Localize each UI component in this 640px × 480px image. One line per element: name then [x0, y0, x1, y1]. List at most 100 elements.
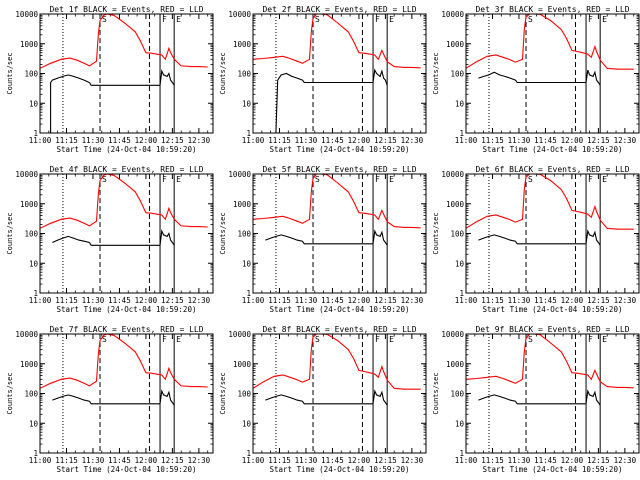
y-axis-label: Counts/sec — [219, 52, 227, 94]
marker-label: S — [102, 15, 107, 24]
series-events-line — [265, 229, 388, 246]
x-axis-label: Start Time (24-Oct-04 10:59:20) — [483, 305, 623, 314]
y-axis-label: Counts/sec — [6, 212, 14, 254]
plot-frame — [39, 333, 214, 454]
x-tick-label: 12:15 — [587, 136, 610, 145]
y-tick-label: 1000 — [233, 200, 252, 209]
y-tick-label: 100 — [450, 70, 464, 79]
panel-title: Det 4f BLACK = Events, RED = LLD — [49, 165, 203, 174]
series-events-line — [275, 68, 388, 133]
x-tick-label: 11:15 — [481, 456, 504, 465]
y-tick-label: 10 — [455, 419, 465, 428]
panel-det-8: Det 8f BLACK = Events, RED = LLD 1 10 100 10… — [219, 325, 427, 474]
y-tick-label: 1000 — [446, 360, 465, 369]
y-tick-label: 10000 — [441, 170, 464, 179]
x-axis-label: Start Time (24-Oct-04 10:59:20) — [270, 465, 410, 474]
x-tick-label: 11:30 — [82, 456, 105, 465]
y-tick-label: 1000 — [233, 40, 252, 49]
x-tick-label: 12:00 — [348, 456, 371, 465]
x-tick-label: 11:00 — [455, 136, 478, 145]
y-axis-label: Counts/sec — [6, 52, 14, 94]
series-events-line — [265, 389, 388, 406]
x-tick-label: 12:15 — [587, 296, 610, 305]
x-tick-label: 12:15 — [374, 136, 397, 145]
panel-title: Det 9f BLACK = Events, RED = LLD — [475, 325, 629, 334]
panel-det-7: Det 7f BLACK = Events, RED = LLD 1 10 100 10… — [6, 325, 214, 474]
x-tick-label: 11:15 — [268, 296, 291, 305]
x-tick-label: 11:45 — [321, 456, 344, 465]
x-tick-label: 11:00 — [29, 296, 52, 305]
x-tick-label: 11:45 — [108, 456, 131, 465]
x-tick-label: 11:45 — [534, 456, 557, 465]
x-tick-label: 11:45 — [321, 136, 344, 145]
series-events-line — [478, 229, 601, 246]
marker-label: S — [102, 335, 107, 344]
x-tick-label: 12:00 — [348, 296, 371, 305]
plot-frame — [465, 13, 640, 134]
y-tick-label: 10 — [455, 259, 465, 268]
x-tick-label: 11:15 — [55, 136, 78, 145]
x-tick-label: 11:30 — [82, 296, 105, 305]
y-tick-label: 1000 — [446, 40, 465, 49]
marker-label: E — [389, 15, 394, 24]
x-tick-label: 12:30 — [614, 456, 637, 465]
x-tick-label: 12:15 — [374, 456, 397, 465]
plot-frame — [252, 173, 427, 294]
plot-frame — [39, 173, 214, 294]
series-lld-line — [40, 334, 208, 389]
marker-label: S — [528, 15, 533, 24]
marker-label: F — [588, 175, 593, 184]
y-tick-label: 100 — [237, 230, 251, 239]
panel-det-9: Det 9f BLACK = Events, RED = LLD 1 10 100 10… — [432, 325, 640, 474]
y-tick-label: 100 — [450, 390, 464, 399]
x-tick-label: 12:30 — [614, 296, 637, 305]
y-tick-label: 10000 — [441, 330, 464, 339]
x-tick-label: 12:30 — [188, 456, 211, 465]
y-tick-label: 1 — [33, 129, 38, 138]
y-tick-label: 1 — [459, 129, 464, 138]
y-axis-label: Counts/sec — [219, 372, 227, 414]
y-tick-label: 1000 — [20, 360, 39, 369]
x-tick-label: 11:45 — [108, 136, 131, 145]
series-events-line — [52, 229, 175, 246]
y-tick-label: 10 — [29, 99, 39, 108]
x-tick-label: 11:15 — [55, 456, 78, 465]
x-tick-label: 11:15 — [268, 136, 291, 145]
x-tick-label: 11:45 — [534, 296, 557, 305]
y-tick-label: 10000 — [228, 170, 251, 179]
x-tick-label: 11:30 — [508, 456, 531, 465]
y-tick-label: 1 — [246, 449, 251, 458]
y-tick-label: 10 — [29, 259, 39, 268]
x-axis-label: Start Time (24-Oct-04 10:59:20) — [270, 145, 410, 154]
x-tick-label: 12:30 — [401, 136, 424, 145]
panel-title: Det 7f BLACK = Events, RED = LLD — [49, 325, 203, 334]
panel-det-5: Det 5f BLACK = Events, RED = LLD 1 10 100 10… — [219, 165, 427, 314]
y-tick-label: 10 — [455, 99, 465, 108]
marker-label: F — [588, 335, 593, 344]
y-axis-label: Counts/sec — [432, 372, 440, 414]
panel-title: Det 5f BLACK = Events, RED = LLD — [262, 165, 416, 174]
x-tick-label: 11:15 — [55, 296, 78, 305]
x-tick-label: 12:00 — [348, 136, 371, 145]
x-tick-label: 11:00 — [242, 296, 265, 305]
x-axis-label: Start Time (24-Oct-04 10:59:20) — [57, 305, 197, 314]
x-tick-label: 12:15 — [161, 456, 184, 465]
y-axis-label: Counts/sec — [432, 212, 440, 254]
y-tick-label: 10000 — [15, 10, 38, 19]
panel-title: Det 1f BLACK = Events, RED = LLD — [49, 5, 203, 14]
y-tick-label: 1000 — [20, 200, 39, 209]
marker-label: F — [162, 335, 167, 344]
series-events-line — [52, 389, 175, 406]
y-tick-label: 1 — [459, 289, 464, 298]
series-lld-line — [253, 14, 421, 69]
y-tick-label: 10 — [242, 259, 252, 268]
x-tick-label: 12:30 — [401, 456, 424, 465]
x-axis-label: Start Time (24-Oct-04 10:59:20) — [57, 465, 197, 474]
marker-label: E — [176, 335, 181, 344]
x-tick-label: 12:00 — [135, 456, 158, 465]
x-tick-label: 12:15 — [587, 456, 610, 465]
y-tick-label: 100 — [237, 70, 251, 79]
plot-frame — [252, 333, 427, 454]
x-tick-label: 12:00 — [561, 456, 584, 465]
